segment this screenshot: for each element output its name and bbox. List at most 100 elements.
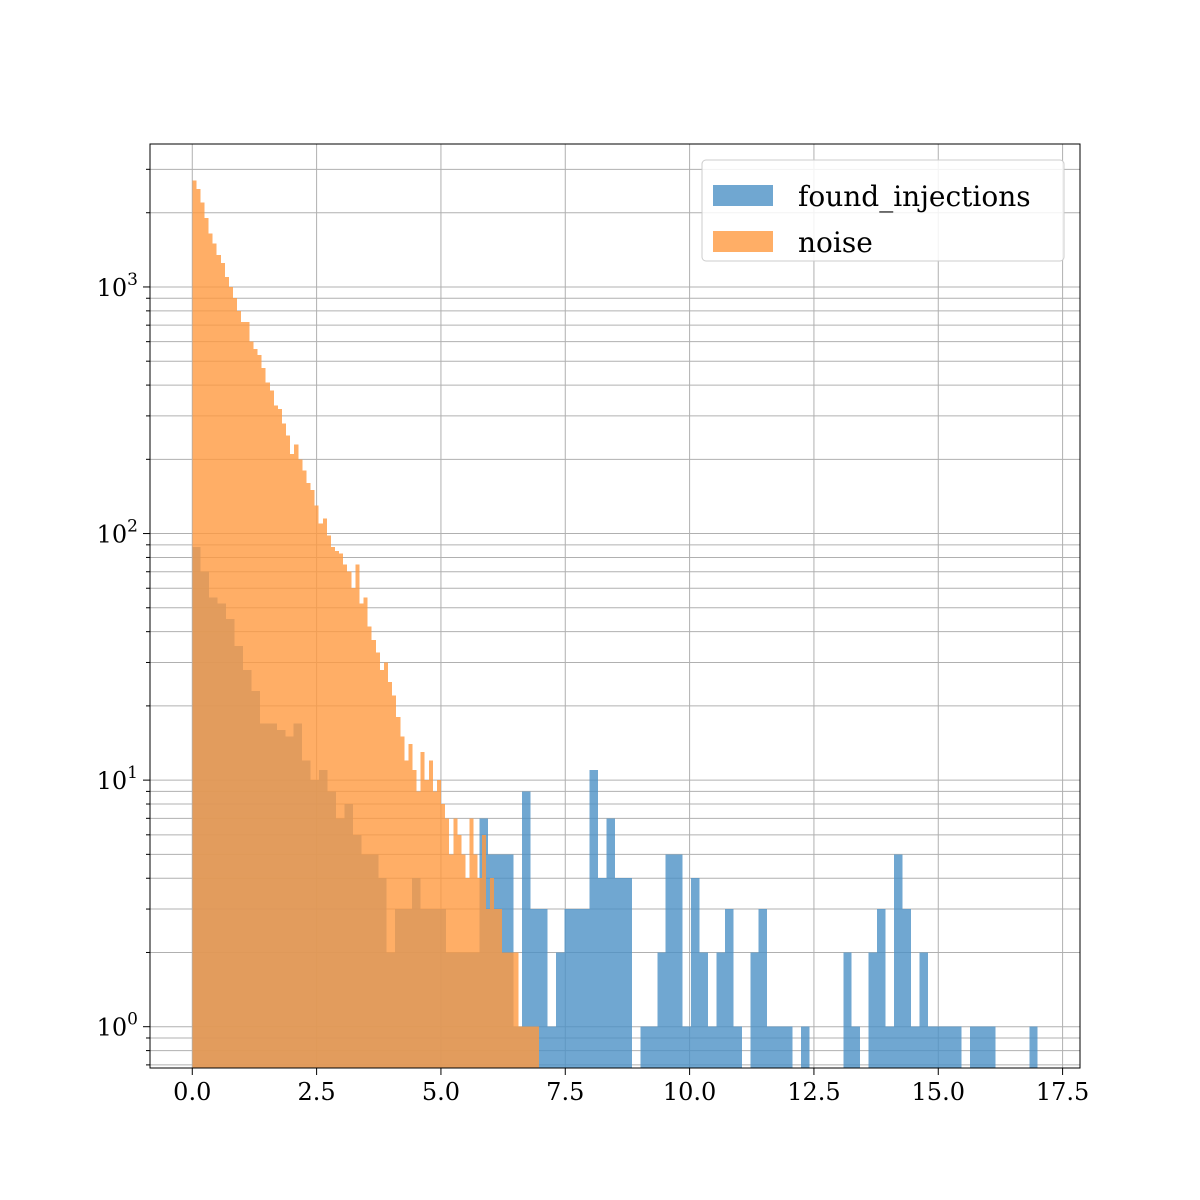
bar-noise — [428, 760, 433, 1068]
bar-found_injections — [919, 952, 928, 1068]
bar-found_injections — [716, 952, 725, 1068]
bar-found_injections — [623, 878, 632, 1068]
bar-noise — [367, 626, 372, 1068]
bar-noise — [204, 218, 209, 1069]
bar-noise — [388, 681, 393, 1068]
bar-noise — [216, 254, 221, 1069]
bar-found_injections — [868, 952, 878, 1068]
bar-noise — [228, 286, 234, 1068]
legend-box — [701, 159, 1065, 262]
bar-found_injections — [572, 909, 582, 1068]
y-tick-label: 101 — [97, 763, 138, 795]
bar-noise — [314, 505, 319, 1069]
bar-noise — [359, 603, 364, 1068]
bar-noise — [449, 854, 454, 1068]
bar-noise — [220, 263, 225, 1068]
x-tick-label: 2.5 — [298, 1078, 336, 1106]
bar-noise — [518, 1026, 523, 1068]
bar-found_injections — [589, 769, 599, 1068]
bar-noise — [208, 233, 213, 1068]
bar-noise — [424, 780, 429, 1068]
bar-found_injections — [784, 1026, 793, 1068]
bar-found_injections — [894, 854, 903, 1068]
bar-noise — [212, 243, 217, 1069]
bar-found_injections — [657, 952, 666, 1068]
bar-noise — [396, 717, 401, 1068]
bar-noise — [441, 804, 446, 1068]
bar-noise — [481, 834, 486, 1068]
bar-noise — [477, 878, 482, 1068]
x-tick-label: 7.5 — [546, 1078, 584, 1106]
bar-found_injections — [750, 952, 759, 1068]
legend-label-noise: noise — [798, 226, 873, 259]
bar-noise — [498, 909, 503, 1068]
bar-noise — [514, 952, 519, 1068]
bar-noise — [445, 818, 450, 1068]
bar-found_injections — [547, 1026, 556, 1068]
bar-noise — [400, 736, 405, 1068]
bar-found_injections — [851, 1026, 861, 1068]
bar-noise — [294, 444, 299, 1068]
bar-noise — [335, 550, 340, 1068]
bar-noise — [330, 547, 336, 1068]
bar-noise — [343, 564, 348, 1068]
bar-found_injections — [691, 878, 700, 1068]
bar-found_injections — [708, 1026, 717, 1068]
bar-found_injections — [606, 818, 615, 1068]
series-noise — [192, 180, 539, 1069]
bar-found_injections — [682, 1026, 692, 1068]
bar-found_injections — [953, 1026, 962, 1068]
bar-noise — [339, 553, 344, 1068]
bar-found_injections — [530, 909, 539, 1068]
bar-noise — [269, 390, 274, 1068]
bar-found_injections — [640, 1026, 649, 1068]
bar-noise — [485, 909, 490, 1068]
bar-noise — [363, 597, 368, 1068]
bar-noise — [249, 341, 254, 1068]
bar-noise — [522, 1026, 527, 1068]
bar-found_injections — [910, 1026, 920, 1068]
legend-swatch-found_injections — [713, 185, 773, 206]
bar-found_injections — [902, 909, 911, 1068]
x-tick-label: 10.0 — [663, 1078, 716, 1106]
bar-noise — [465, 878, 470, 1068]
bar-noise — [457, 834, 462, 1068]
plot-frame — [149, 143, 1081, 1069]
bar-noise — [257, 354, 262, 1068]
bar-noise — [281, 423, 287, 1068]
bar-noise — [502, 952, 507, 1068]
bar-found_injections — [767, 1026, 776, 1068]
bar-noise — [461, 854, 466, 1068]
bar-noise — [375, 652, 380, 1068]
bar-noise — [436, 780, 442, 1068]
bar-found_injections — [970, 1026, 979, 1068]
bar-found_injections — [522, 791, 531, 1068]
bar-noise — [273, 405, 278, 1068]
bar-noise — [298, 459, 303, 1068]
bar-noise — [261, 367, 266, 1069]
x-tick-label: 17.5 — [1036, 1078, 1089, 1106]
axes: 0.0 2.5 5.0 7.5 10.0 12.5 15.0 17.5 100 101 102 103 — [97, 143, 1089, 1106]
bar-noise — [347, 571, 352, 1068]
bar-noise — [404, 760, 409, 1068]
bar-found_injections — [564, 909, 573, 1068]
bar-found_injections — [801, 1026, 810, 1068]
y-tick-label: 100 — [97, 1010, 138, 1042]
bar-found_injections — [538, 909, 548, 1068]
bar-noise — [310, 490, 315, 1068]
bar-noise — [383, 662, 389, 1068]
bar-noise — [355, 564, 360, 1068]
bar-found_injections — [733, 1026, 742, 1068]
bar-noise — [241, 322, 246, 1068]
bar-found_injections — [885, 1026, 894, 1068]
bar-noise — [489, 878, 495, 1068]
bar-noise — [322, 518, 327, 1068]
histogram-bars — [192, 180, 1038, 1069]
bar-noise — [526, 1026, 531, 1068]
bar-noise — [224, 276, 229, 1069]
bar-noise — [408, 744, 413, 1068]
legend-swatch-noise — [713, 231, 773, 252]
